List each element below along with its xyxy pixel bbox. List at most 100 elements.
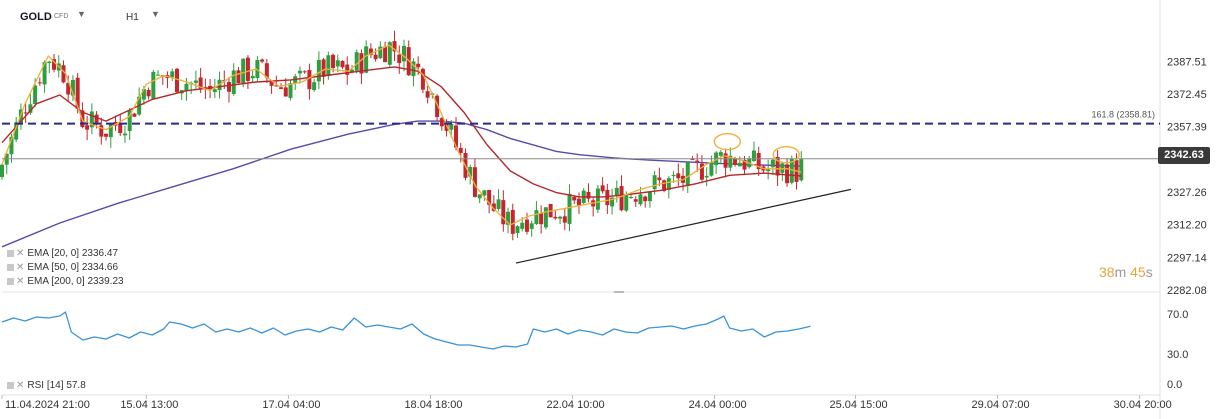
candle-body [666,178,671,190]
candle-body [562,216,567,223]
candle-body [515,226,520,234]
candle-body [146,90,151,97]
candle-body [756,153,761,170]
rsi-path [1,311,811,350]
candle-body [595,188,600,210]
candle-body [241,58,246,83]
candle-body [558,216,563,219]
y-tick-label-0: 2387.51 [1167,56,1207,68]
candle-body [685,162,690,187]
candle-body [449,123,454,130]
close-icon[interactable]: ✕ [16,276,25,287]
legend-rsi[interactable]: ✕ RSI [14] 57.8 [7,380,86,391]
legend-ema50[interactable]: ✕ EMA [50, 0] 2334.66 [7,262,118,273]
symbol-label[interactable]: GOLD [20,11,52,23]
candle-body [718,152,723,156]
current-price-badge: 2342.63 [1158,147,1210,164]
visibility-square-icon[interactable] [7,277,14,285]
candle-body [99,125,104,137]
candle-body [354,52,359,71]
candle-body [37,82,42,84]
candle-body [510,209,515,234]
legend-ema20[interactable]: ✕ EMA [20, 0] 2336.47 [7,248,118,259]
candle-body [789,158,794,183]
candle-body [477,194,482,199]
candle-body [373,54,378,60]
visibility-square-icon[interactable] [7,263,14,271]
candle-body [785,164,790,184]
candle-body [269,80,274,86]
candle-body [411,61,416,77]
candle-body [359,53,364,74]
candle-body [122,133,127,136]
y-tick-label-4: 2327.26 [1167,187,1207,199]
candle-body [766,168,771,172]
candle-body [799,158,804,181]
candle-body [487,190,492,205]
candle-body [245,57,250,81]
candle-body [416,63,421,68]
candle-body [331,54,336,69]
ema200-label: EMA [200, 0] [27,276,85,287]
y-tick-label-6: 2297.14 [1167,252,1207,264]
highlight-ellipse-1 [772,145,800,164]
candle-body [572,197,577,201]
x-tick-label-7: 29.04 07:00 [972,399,1030,411]
candle-body [118,123,123,134]
candle-body [690,159,695,161]
candle-body [534,210,539,224]
ema200-path [1,120,802,248]
close-icon[interactable]: ✕ [16,380,25,391]
candle-body [605,189,610,206]
candle-body [425,91,430,98]
visibility-square-icon[interactable] [7,381,14,389]
y-tick-label-7: 2282.08 [1167,285,1207,297]
caret-down-icon[interactable]: ▼ [151,9,160,19]
candle-body [671,174,676,176]
annotations [515,132,852,264]
candle-body [444,124,449,131]
candle-body [364,46,369,73]
candle-body [283,87,288,97]
candle-body [378,46,383,59]
candle-body [335,60,340,67]
y-tick-label-2: 2357.39 [1167,122,1207,134]
candle-body [600,185,605,192]
candle-body [279,87,284,89]
candle-body [751,150,756,162]
candle-body [236,70,241,84]
candle-body [435,95,440,118]
candle-body [297,70,302,74]
candle-body [231,70,236,95]
candle-body [321,59,326,77]
candle-body [780,163,785,173]
rsi-tick-label-2: 0.0 [1167,379,1182,391]
candle-body [420,68,425,90]
support-trendline [515,188,852,264]
candle-body [576,198,581,206]
candle-body [392,41,397,52]
caret-down-icon[interactable]: ▼ [77,9,86,19]
visibility-square-icon[interactable] [7,249,14,257]
candle-body [520,222,525,229]
x-tick-label-5: 24.04 00:00 [689,399,747,411]
candle-body [614,187,619,197]
x-tick-label-1: 15.04 13:00 [120,399,178,411]
candle-body [250,75,255,79]
candle-body [89,111,94,128]
candle-body [368,48,373,55]
candle-body [775,156,780,176]
legend-ema200[interactable]: ✕ EMA [200, 0] 2339.23 [7,276,124,287]
rsi-value: 57.8 [66,380,86,391]
timeframe-label[interactable]: H1 [126,12,139,23]
close-icon[interactable]: ✕ [16,248,25,259]
candle-body [156,74,161,76]
candle-body [491,203,496,211]
close-icon[interactable]: ✕ [16,262,25,273]
candle-body [132,113,137,117]
rsi-label: RSI [14] [27,380,64,391]
ema50-value: 2334.66 [81,262,119,273]
